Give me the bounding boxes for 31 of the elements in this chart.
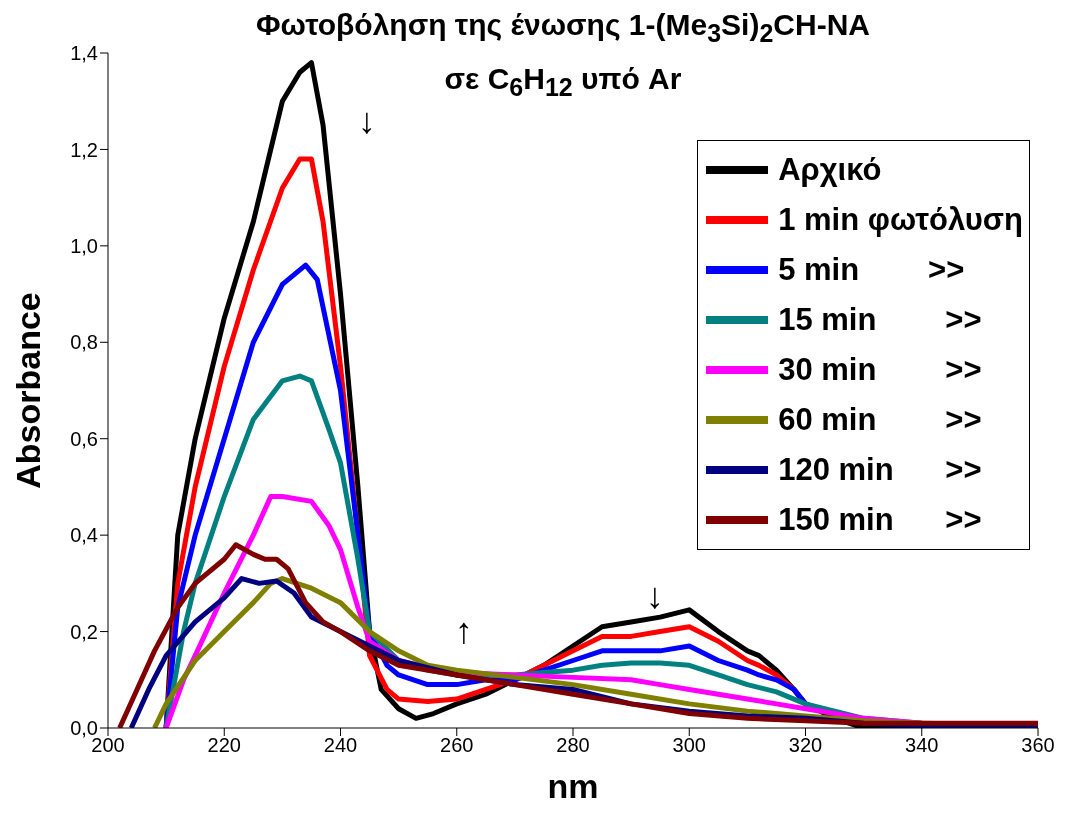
y-axis-title: Absorbance bbox=[9, 292, 48, 489]
annotation: ↓ bbox=[646, 575, 664, 616]
legend-label: Αρχικό bbox=[778, 152, 882, 188]
x-tick-label: 260 bbox=[440, 734, 474, 757]
legend-label: 60 min >> bbox=[778, 402, 982, 438]
legend-label: 15 min >> bbox=[778, 302, 982, 338]
x-tick-label: 280 bbox=[556, 734, 590, 757]
y-tick-label: 1,0 bbox=[70, 234, 98, 257]
legend-label: 1 min φωτόλυση bbox=[778, 202, 1023, 238]
x-tick-label: 360 bbox=[1021, 734, 1055, 757]
y-tick-label: 1,4 bbox=[70, 42, 98, 65]
y-tick-label: 0,6 bbox=[70, 427, 98, 450]
chart-subtitle: σε C$_{6}$H$_{12}$ υπό Ar bbox=[444, 62, 682, 101]
x-tick-label: 200 bbox=[91, 734, 125, 757]
y-tick-label: 0,2 bbox=[70, 620, 98, 643]
annotation: ↓ bbox=[358, 100, 376, 141]
x-axis-title: nm bbox=[547, 767, 599, 805]
x-tick-label: 340 bbox=[905, 734, 939, 757]
x-tick-label: 220 bbox=[207, 734, 241, 757]
x-tick-label: 240 bbox=[323, 734, 358, 757]
legend-label: 150 min >> bbox=[778, 502, 982, 538]
y-tick-label: 0,4 bbox=[70, 524, 98, 547]
chart-title: Φωτοβόληση της ένωσης 1-(Me$_{3}$Si)$_{2}$CH-NA bbox=[255, 8, 871, 48]
annotation: ↑ bbox=[455, 610, 473, 651]
x-tick-label: 320 bbox=[788, 734, 823, 757]
y-tick-label: 1,2 bbox=[70, 138, 98, 161]
legend-label: 120 min >> bbox=[778, 452, 982, 488]
legend-label: 30 min >> bbox=[778, 352, 982, 388]
y-tick-label: 0,8 bbox=[70, 331, 98, 354]
legend-label: 5 min >> bbox=[778, 252, 965, 288]
x-tick-label: 300 bbox=[672, 734, 706, 757]
